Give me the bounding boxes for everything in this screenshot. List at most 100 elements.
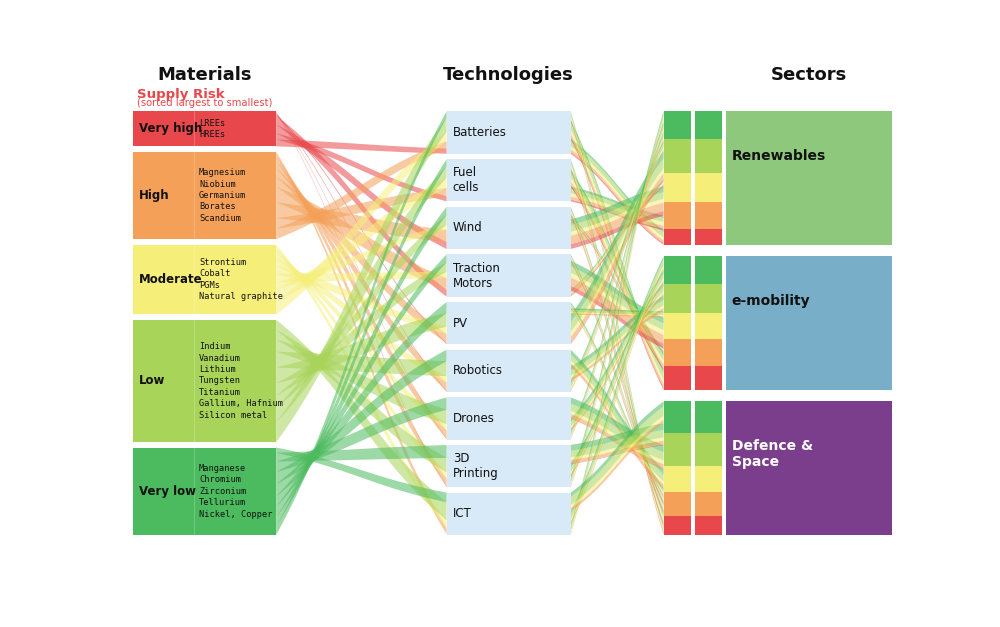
Bar — [695, 401, 722, 433]
Bar — [664, 465, 691, 492]
Polygon shape — [571, 146, 664, 241]
Polygon shape — [276, 112, 447, 440]
Polygon shape — [276, 253, 447, 431]
Polygon shape — [571, 152, 664, 245]
Polygon shape — [571, 307, 664, 496]
Bar — [447, 350, 571, 392]
Polygon shape — [571, 177, 664, 365]
Polygon shape — [571, 401, 664, 497]
Polygon shape — [276, 265, 447, 334]
Polygon shape — [276, 141, 447, 239]
Bar — [695, 312, 722, 339]
Bar — [695, 492, 722, 516]
Text: Very high: Very high — [139, 122, 202, 135]
Polygon shape — [571, 112, 664, 527]
Bar — [664, 433, 691, 465]
Text: Drones: Drones — [453, 412, 495, 425]
Bar — [726, 112, 892, 245]
Bar — [447, 112, 571, 154]
Polygon shape — [276, 152, 447, 534]
Polygon shape — [571, 179, 664, 344]
Polygon shape — [276, 155, 447, 487]
Polygon shape — [276, 215, 447, 408]
Polygon shape — [571, 218, 664, 352]
Bar — [133, 320, 276, 442]
Polygon shape — [276, 113, 447, 392]
Text: Sectors: Sectors — [771, 66, 847, 85]
Polygon shape — [571, 308, 664, 381]
Polygon shape — [571, 277, 664, 344]
Text: Supply Risk: Supply Risk — [137, 88, 224, 102]
Polygon shape — [571, 120, 664, 373]
Polygon shape — [571, 173, 664, 344]
Polygon shape — [571, 423, 664, 451]
Polygon shape — [571, 199, 664, 230]
Bar — [695, 339, 722, 366]
Polygon shape — [571, 270, 664, 468]
Polygon shape — [571, 115, 664, 532]
Polygon shape — [571, 123, 664, 380]
Polygon shape — [571, 130, 664, 487]
Polygon shape — [571, 266, 664, 330]
Text: PV: PV — [453, 317, 468, 330]
Polygon shape — [571, 147, 664, 389]
Polygon shape — [571, 219, 664, 353]
Polygon shape — [571, 119, 664, 535]
Bar — [447, 445, 571, 487]
Polygon shape — [571, 257, 664, 500]
Text: Materials: Materials — [157, 66, 252, 85]
Bar — [447, 398, 571, 440]
Polygon shape — [571, 287, 664, 426]
Polygon shape — [571, 265, 664, 522]
Bar — [133, 448, 276, 535]
Polygon shape — [571, 197, 664, 229]
Bar — [695, 173, 722, 202]
Polygon shape — [571, 135, 664, 436]
Polygon shape — [571, 305, 664, 378]
Bar — [664, 366, 691, 390]
Polygon shape — [571, 144, 664, 388]
Polygon shape — [571, 129, 664, 384]
Polygon shape — [571, 183, 664, 294]
Bar — [695, 366, 722, 390]
Polygon shape — [276, 115, 447, 297]
Bar — [726, 256, 892, 390]
Polygon shape — [571, 256, 664, 515]
Bar — [447, 493, 571, 535]
Polygon shape — [571, 113, 664, 531]
Text: Robotics: Robotics — [453, 364, 503, 377]
Polygon shape — [571, 129, 664, 485]
Text: Moderate: Moderate — [139, 273, 203, 286]
Polygon shape — [276, 132, 447, 315]
Text: Traction
Motors: Traction Motors — [453, 261, 500, 290]
Bar — [447, 255, 571, 297]
Bar — [133, 245, 276, 315]
Polygon shape — [276, 166, 447, 423]
Polygon shape — [276, 167, 447, 391]
Polygon shape — [571, 141, 664, 238]
Polygon shape — [571, 161, 664, 519]
Polygon shape — [571, 122, 664, 480]
Polygon shape — [571, 184, 664, 370]
Polygon shape — [571, 283, 664, 422]
Polygon shape — [571, 313, 664, 317]
Polygon shape — [276, 320, 447, 520]
Bar — [695, 285, 722, 312]
Text: Renewables: Renewables — [732, 149, 826, 163]
Polygon shape — [571, 113, 664, 530]
Bar — [695, 256, 722, 285]
Polygon shape — [276, 124, 447, 249]
Polygon shape — [571, 280, 664, 477]
Polygon shape — [571, 159, 664, 332]
Text: Magnesium
Niobium
Germanium
Borates
Scandium: Magnesium Niobium Germanium Borates Scan… — [199, 168, 246, 223]
Polygon shape — [571, 159, 664, 515]
Polygon shape — [571, 258, 664, 502]
Polygon shape — [571, 255, 664, 497]
Polygon shape — [571, 286, 664, 349]
Polygon shape — [276, 271, 447, 282]
Polygon shape — [276, 249, 447, 478]
Polygon shape — [571, 132, 664, 434]
Polygon shape — [571, 139, 664, 440]
Polygon shape — [571, 404, 664, 460]
Polygon shape — [276, 176, 447, 343]
